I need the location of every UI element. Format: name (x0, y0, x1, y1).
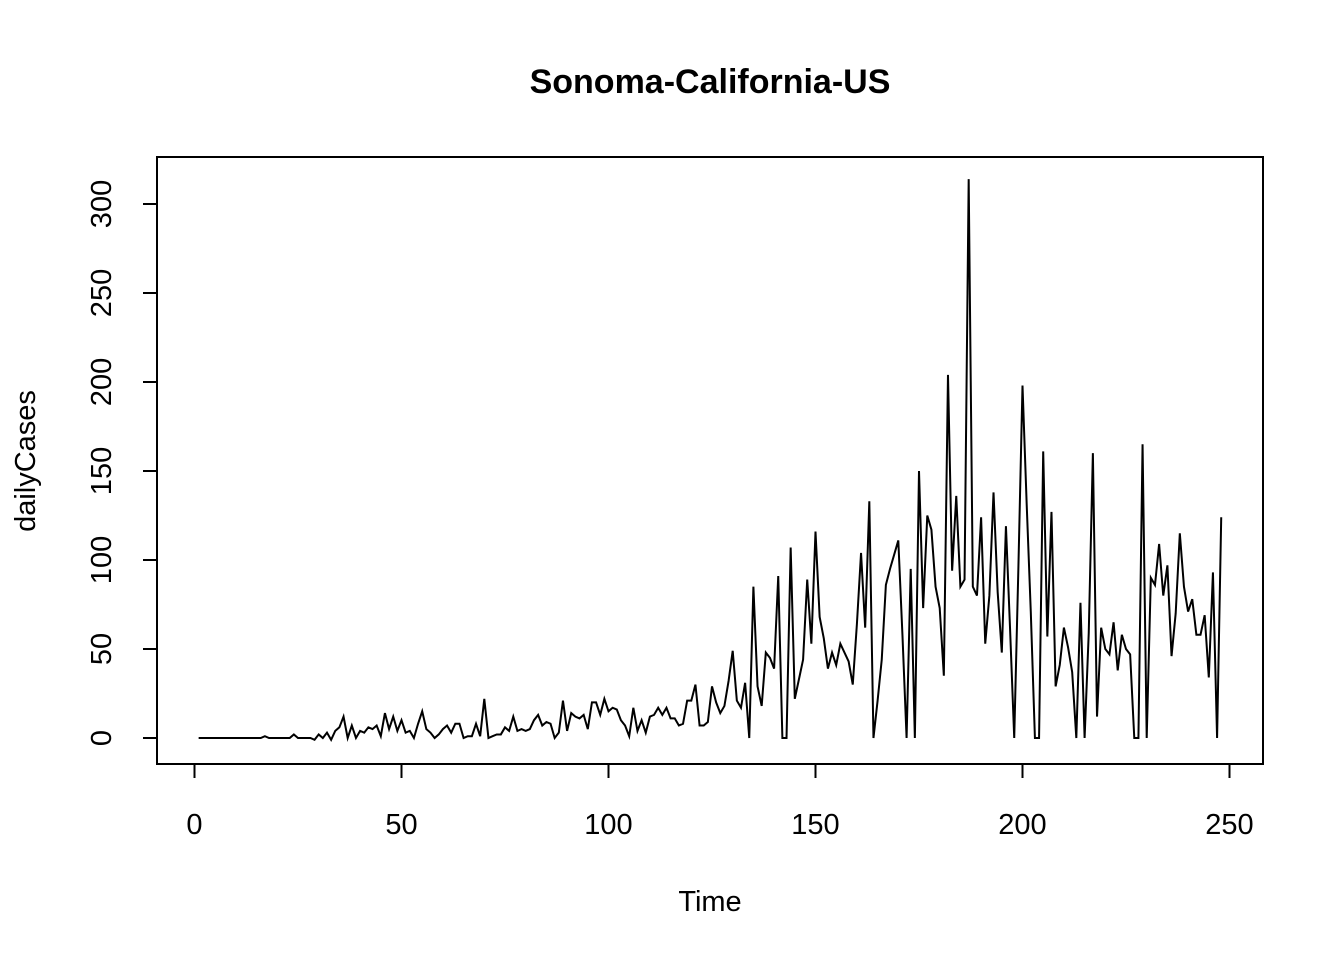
y-tick-label: 100 (86, 536, 118, 584)
x-axis: 0 50 100 150 200 250 (186, 763, 1254, 841)
y-tick-label: 150 (86, 447, 118, 495)
x-tick-label: 200 (998, 809, 1046, 841)
x-tick-label: 150 (791, 809, 839, 841)
y-tick-label: 200 (86, 358, 118, 406)
y-tick-label: 50 (86, 633, 118, 665)
chart-title: Sonoma-California-US (530, 63, 891, 101)
x-tick-label: 50 (385, 809, 417, 841)
x-tick-label: 0 (186, 809, 202, 841)
x-tick-label: 250 (1205, 809, 1253, 841)
y-axis-label: dailyCases (10, 390, 42, 532)
y-tick-label: 0 (86, 730, 118, 746)
y-axis: 0 50 100 150 200 250 300 (86, 180, 158, 746)
y-tick-label: 250 (86, 269, 118, 317)
x-tick-label: 100 (584, 809, 632, 841)
x-axis-label: Time (678, 886, 741, 918)
daily-cases-line (198, 179, 1223, 742)
y-tick-label: 300 (86, 180, 118, 228)
